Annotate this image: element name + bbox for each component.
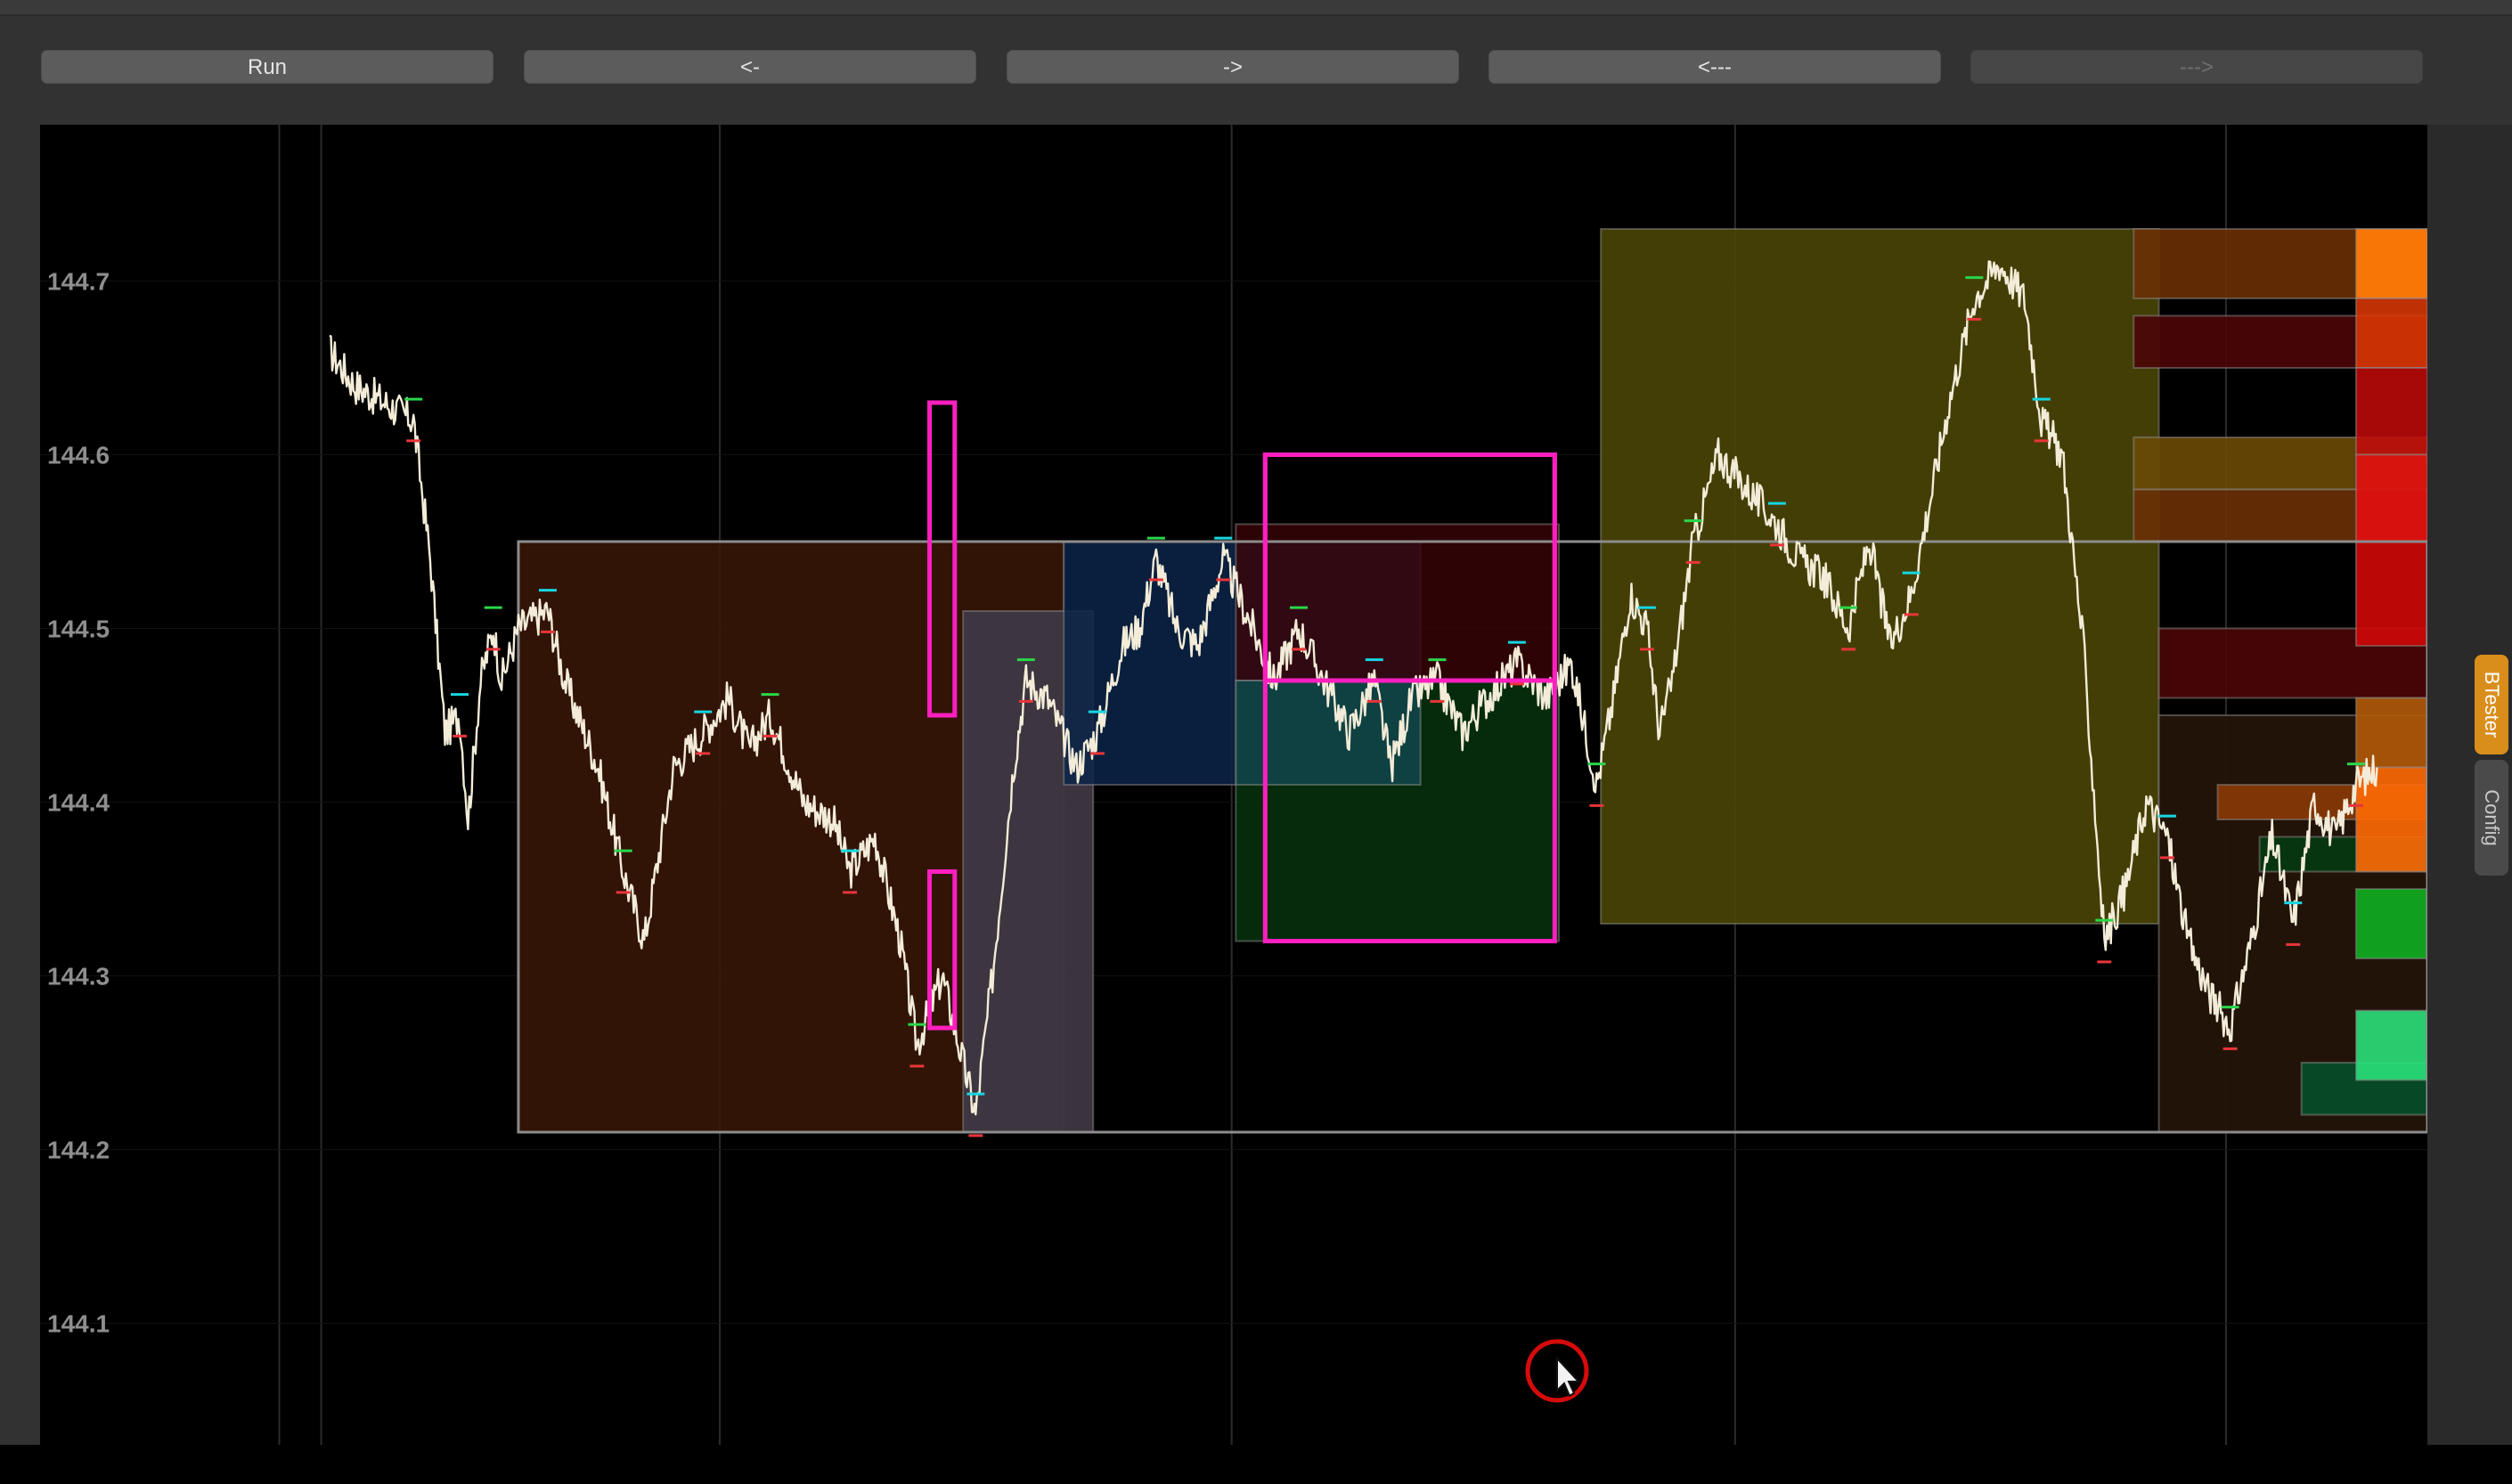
price-series-line: [329, 260, 2378, 1116]
level-zone: [2354, 888, 2427, 959]
level-zone: [2354, 367, 2427, 456]
tab-btester[interactable]: BTester: [2475, 655, 2508, 754]
y-axis-tick-label: 144.3: [47, 963, 110, 991]
y-axis-tick-label: 144.1: [47, 1310, 110, 1338]
step-forward-button[interactable]: ->: [1007, 50, 1459, 84]
level-zone: [2354, 697, 2427, 769]
highlight-box: [927, 869, 958, 1031]
y-axis-tick-label: 144.7: [47, 268, 110, 296]
y-axis-tick-label: 144.2: [47, 1137, 110, 1164]
bottom-edge: [0, 1445, 2512, 1484]
level-zone: [2354, 298, 2427, 369]
level-zone: [2354, 1009, 2427, 1081]
level-zone: [2354, 453, 2427, 542]
toolbar: Run <- -> <--- --->: [0, 16, 2512, 125]
jump-back-button[interactable]: <---: [1488, 50, 1941, 84]
tab-config-label: Config: [2481, 789, 2503, 846]
level-zone: [2354, 541, 2427, 647]
cursor-highlight-ring: [1525, 1339, 1589, 1403]
y-axis-tick-label: 144.6: [47, 442, 110, 469]
step-back-button[interactable]: <-: [524, 50, 976, 84]
level-zone: [2354, 766, 2427, 873]
tab-btester-label: BTester: [2481, 671, 2503, 738]
price-chart[interactable]: 144.7 144.6 144.5 144.4 144.3 144.2 144.1: [40, 125, 2427, 1445]
level-zone: [1600, 228, 2160, 925]
price-chart-panel[interactable]: 144.7 144.6 144.5 144.4 144.3 144.2 144.1: [40, 125, 2427, 1445]
pointer-icon: [1556, 1356, 1581, 1398]
y-axis-tick-label: 144.5: [47, 616, 110, 643]
level-zone: [2354, 228, 2427, 299]
mouse-cursor-indicator: [1525, 1339, 1589, 1403]
run-button[interactable]: Run: [41, 50, 493, 84]
highlight-box: [927, 400, 958, 718]
jump-forward-button[interactable]: --->: [1970, 50, 2423, 84]
window-top-edge: [0, 0, 2512, 16]
y-axis-tick-label: 144.4: [47, 789, 110, 817]
range-outline: [517, 540, 2427, 1134]
highlight-box: [1262, 453, 1557, 683]
tab-config[interactable]: Config: [2475, 760, 2508, 876]
